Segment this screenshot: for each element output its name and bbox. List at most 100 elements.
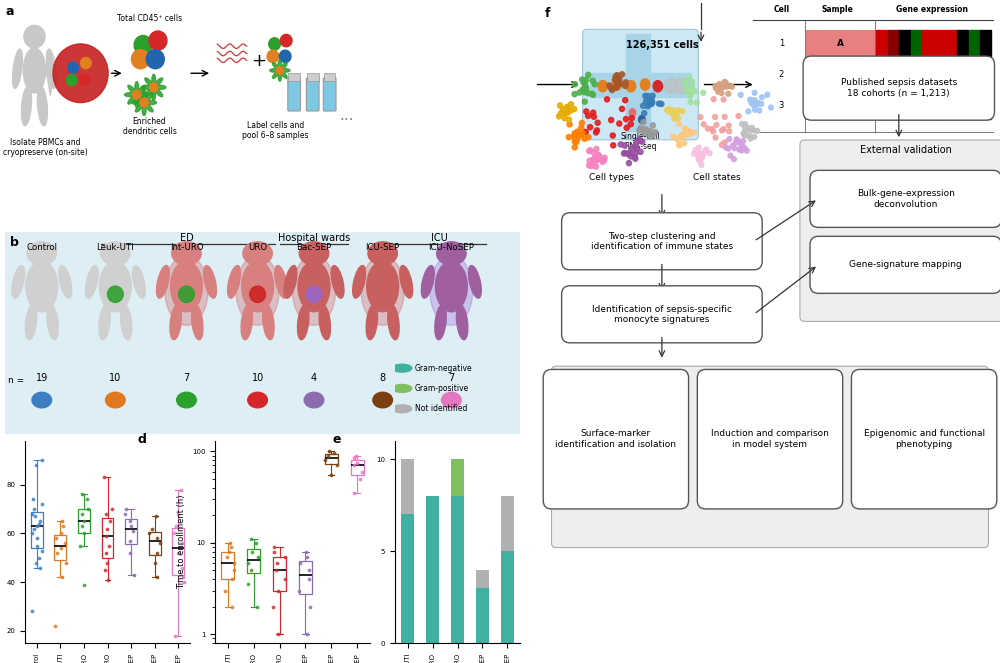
Text: +: + bbox=[251, 52, 266, 70]
Point bbox=[268, 565, 284, 575]
Bar bbox=[911, 30, 922, 58]
Text: A: A bbox=[837, 40, 844, 48]
Text: Surface-marker
identification and isolation: Surface-marker identification and isolat… bbox=[555, 430, 676, 449]
Circle shape bbox=[704, 147, 709, 152]
Circle shape bbox=[591, 114, 596, 119]
Circle shape bbox=[280, 34, 292, 47]
FancyBboxPatch shape bbox=[697, 369, 843, 509]
Circle shape bbox=[580, 87, 585, 92]
Circle shape bbox=[621, 151, 626, 156]
Point bbox=[79, 494, 95, 505]
Circle shape bbox=[574, 137, 579, 143]
Circle shape bbox=[659, 101, 664, 107]
Circle shape bbox=[641, 119, 646, 125]
Text: Hospital wards: Hospital wards bbox=[278, 233, 350, 243]
Circle shape bbox=[574, 133, 579, 139]
Circle shape bbox=[591, 157, 596, 162]
Ellipse shape bbox=[228, 266, 240, 298]
Circle shape bbox=[613, 74, 618, 80]
Circle shape bbox=[582, 86, 587, 91]
Circle shape bbox=[649, 98, 654, 103]
Circle shape bbox=[624, 125, 629, 131]
Circle shape bbox=[755, 102, 760, 107]
Point bbox=[102, 516, 118, 526]
Circle shape bbox=[760, 95, 764, 99]
Circle shape bbox=[643, 128, 648, 133]
Point bbox=[248, 538, 264, 548]
Circle shape bbox=[723, 145, 728, 150]
Point bbox=[100, 574, 116, 585]
Text: 19: 19 bbox=[36, 373, 48, 383]
Circle shape bbox=[564, 105, 569, 111]
Circle shape bbox=[596, 152, 601, 157]
Circle shape bbox=[392, 364, 412, 372]
Circle shape bbox=[739, 140, 743, 145]
Circle shape bbox=[746, 126, 751, 131]
Point bbox=[346, 488, 362, 499]
Bar bbox=[590, 74, 691, 97]
Point bbox=[346, 460, 362, 471]
Circle shape bbox=[592, 160, 597, 166]
Circle shape bbox=[673, 115, 677, 120]
Point bbox=[226, 558, 242, 568]
Circle shape bbox=[750, 99, 754, 103]
Circle shape bbox=[644, 130, 649, 135]
Point bbox=[74, 521, 90, 532]
Circle shape bbox=[638, 139, 643, 144]
Circle shape bbox=[722, 84, 727, 89]
Circle shape bbox=[735, 138, 740, 143]
Bar bbox=[876, 30, 888, 58]
Circle shape bbox=[686, 76, 691, 80]
Ellipse shape bbox=[128, 86, 136, 93]
Circle shape bbox=[572, 82, 577, 87]
Point bbox=[326, 448, 342, 459]
Circle shape bbox=[653, 81, 663, 92]
Point bbox=[301, 574, 317, 585]
Circle shape bbox=[693, 148, 698, 152]
Point bbox=[147, 558, 163, 568]
Text: Identification of sepsis-specific
monocyte signatures: Identification of sepsis-specific monocy… bbox=[592, 304, 732, 324]
Ellipse shape bbox=[142, 104, 146, 115]
Text: 8: 8 bbox=[380, 373, 386, 383]
Point bbox=[34, 499, 50, 510]
Circle shape bbox=[623, 117, 628, 121]
Circle shape bbox=[628, 154, 633, 159]
Circle shape bbox=[586, 91, 591, 96]
Circle shape bbox=[727, 129, 732, 134]
Circle shape bbox=[563, 111, 568, 116]
Ellipse shape bbox=[135, 103, 143, 112]
Circle shape bbox=[759, 101, 764, 106]
Circle shape bbox=[680, 109, 685, 114]
Circle shape bbox=[564, 107, 569, 113]
Polygon shape bbox=[45, 65, 56, 95]
Circle shape bbox=[703, 149, 708, 154]
Circle shape bbox=[756, 100, 760, 105]
Circle shape bbox=[615, 81, 620, 86]
Circle shape bbox=[574, 140, 579, 145]
Point bbox=[299, 552, 315, 562]
Circle shape bbox=[614, 85, 619, 90]
Text: ICU-NoSEP: ICU-NoSEP bbox=[428, 243, 474, 253]
Point bbox=[148, 511, 164, 522]
Circle shape bbox=[648, 100, 653, 105]
Circle shape bbox=[677, 143, 682, 147]
Point bbox=[117, 509, 133, 519]
Ellipse shape bbox=[435, 261, 467, 312]
Text: Bac-SEP: Bac-SEP bbox=[296, 243, 332, 253]
Text: Gene expression: Gene expression bbox=[896, 5, 968, 15]
Circle shape bbox=[609, 86, 614, 91]
Point bbox=[221, 546, 237, 557]
Bar bbox=[476, 588, 489, 643]
Ellipse shape bbox=[157, 266, 169, 298]
Circle shape bbox=[648, 129, 653, 134]
Circle shape bbox=[699, 154, 704, 159]
Circle shape bbox=[748, 127, 752, 131]
Circle shape bbox=[558, 111, 563, 116]
Text: b: b bbox=[10, 236, 19, 249]
Circle shape bbox=[642, 130, 647, 135]
Point bbox=[170, 548, 186, 558]
Circle shape bbox=[574, 135, 579, 141]
Circle shape bbox=[684, 89, 689, 93]
Circle shape bbox=[686, 87, 690, 91]
Ellipse shape bbox=[284, 266, 297, 298]
